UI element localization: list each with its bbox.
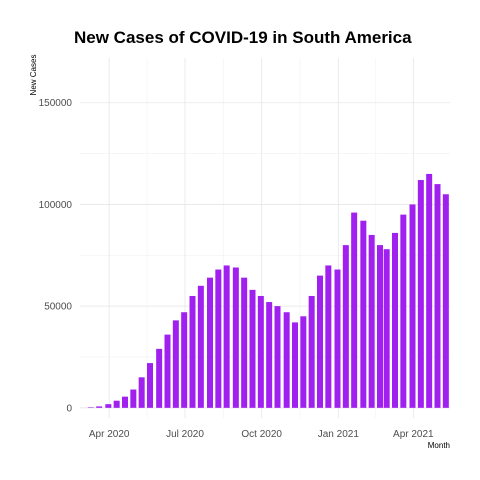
y-tick-label: 150000 [39, 98, 73, 109]
bar [292, 322, 298, 408]
bar [308, 295, 315, 408]
bar [257, 295, 264, 408]
bar [96, 406, 103, 408]
bar [197, 285, 204, 408]
x-tick-label: Apr 2020 [89, 429, 130, 440]
bar [317, 275, 323, 408]
bar [122, 396, 128, 408]
bar [266, 302, 273, 408]
bar [223, 265, 230, 408]
bar [138, 377, 145, 408]
bar [164, 334, 171, 408]
x-tick-label: Oct 2020 [241, 429, 282, 440]
bar [426, 173, 433, 408]
bar [172, 320, 179, 408]
bar [232, 267, 239, 408]
bar [147, 363, 153, 408]
y-axis-ticks: 0 50000 100000 150000 [39, 98, 73, 414]
y-tick-label: 0 [66, 403, 72, 414]
bar [360, 220, 367, 408]
bar [189, 295, 196, 408]
bar [334, 269, 341, 408]
bar [249, 289, 256, 408]
bar [283, 312, 290, 408]
bars [87, 173, 449, 408]
bar [377, 245, 383, 408]
x-tick-label: Jan 2021 [318, 429, 360, 440]
bar [442, 194, 449, 408]
bar [368, 234, 375, 408]
y-axis-label: New Cases [29, 55, 38, 96]
bar [241, 277, 248, 408]
bar [105, 404, 112, 408]
bar [342, 245, 349, 408]
bar [383, 249, 390, 408]
x-tick-label: Jul 2020 [166, 429, 204, 440]
bar [113, 400, 120, 408]
bar [300, 316, 307, 408]
bar [130, 389, 137, 408]
x-axis-ticks: Apr 2020 Jul 2020 Oct 2020 Jan 2021 Apr 2021 [89, 429, 434, 440]
x-tick-label: Apr 2021 [393, 429, 434, 440]
bar [434, 184, 441, 408]
y-tick-label: 100000 [39, 200, 73, 211]
bar [351, 212, 358, 408]
bar [392, 232, 398, 408]
bar [215, 269, 222, 408]
y-tick-label: 50000 [44, 302, 72, 313]
x-axis-label: Month [428, 441, 450, 450]
bar [409, 204, 416, 408]
bar [400, 214, 407, 408]
bar [274, 306, 281, 408]
bar [325, 265, 332, 408]
bar [207, 277, 213, 408]
bar [156, 348, 163, 408]
bar [181, 312, 188, 408]
bar [417, 180, 424, 408]
chart-title: New Cases of COVID-19 in South America [74, 28, 412, 47]
bar [87, 407, 94, 408]
